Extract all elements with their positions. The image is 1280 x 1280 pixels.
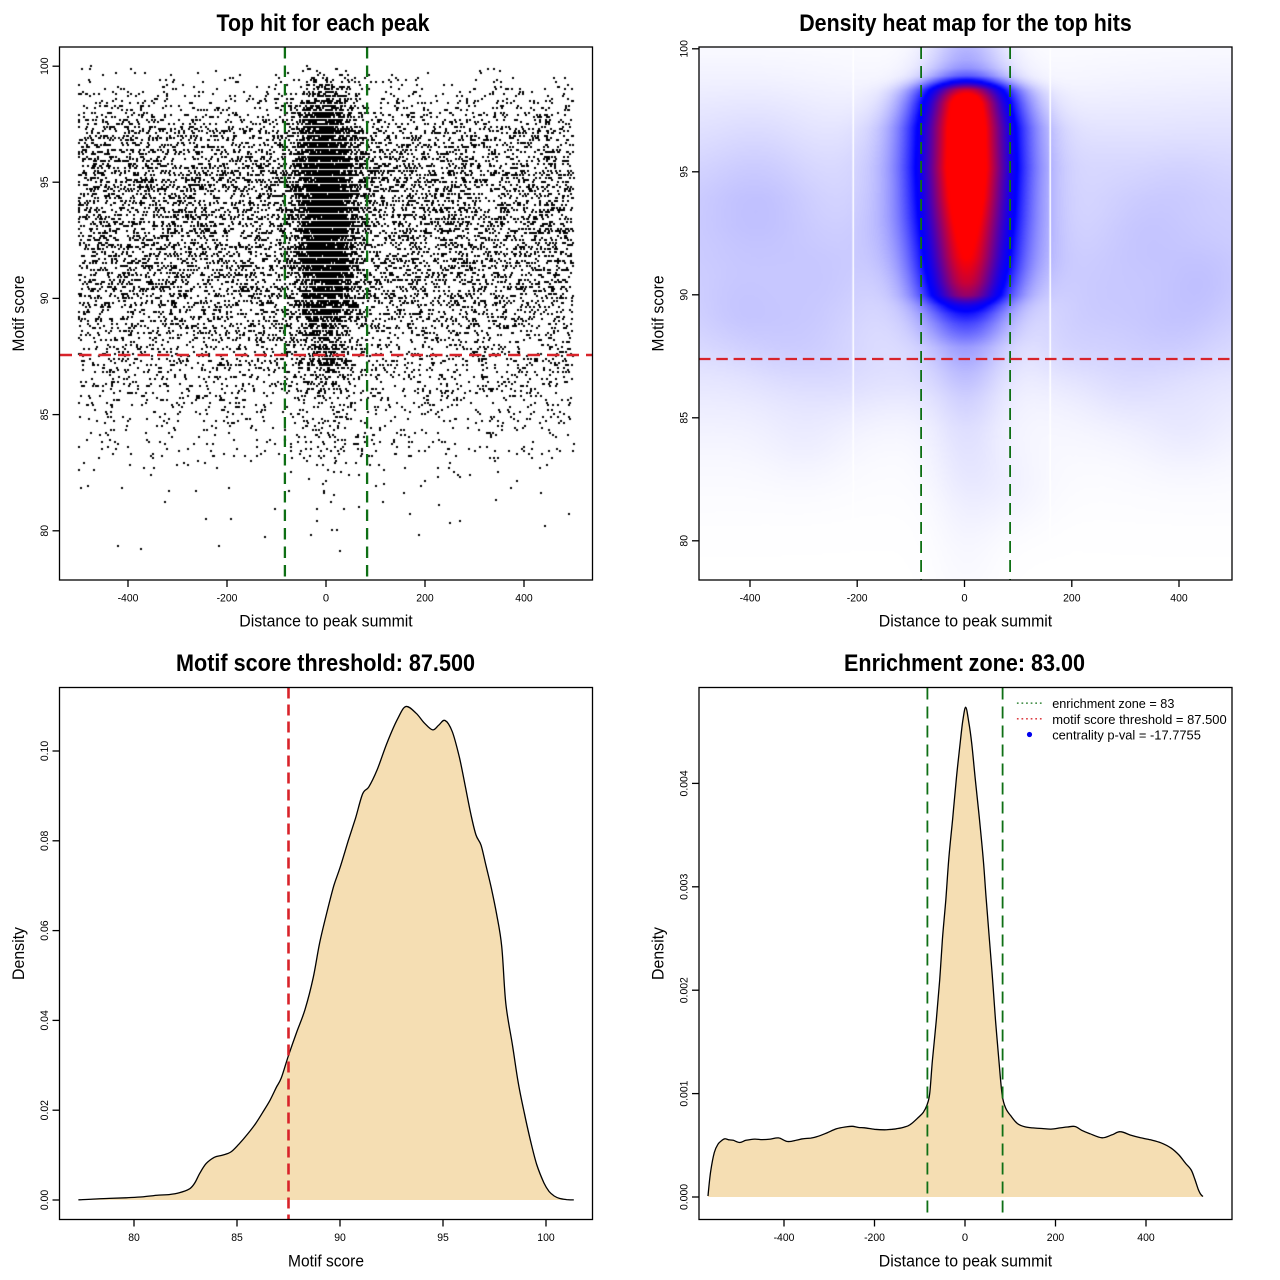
svg-text:100: 100 [679, 40, 691, 57]
svg-text:Enrichment zone: 83.00: Enrichment zone: 83.00 [844, 650, 1085, 677]
svg-text:motif score threshold = 87.500: motif score threshold = 87.500 [1052, 712, 1227, 727]
svg-text:95: 95 [679, 166, 691, 178]
svg-text:200: 200 [1047, 1232, 1064, 1244]
svg-text:Top hit for each peak: Top hit for each peak [217, 10, 430, 37]
svg-text:0.003: 0.003 [679, 874, 691, 900]
svg-text:-200: -200 [847, 593, 868, 605]
svg-text:0.10: 0.10 [39, 741, 51, 761]
svg-text:0.04: 0.04 [39, 1010, 51, 1030]
svg-text:0: 0 [962, 1232, 968, 1244]
svg-text:-400: -400 [118, 593, 139, 605]
svg-text:0: 0 [323, 593, 329, 605]
svg-text:80: 80 [39, 525, 51, 537]
svg-text:400: 400 [1137, 1232, 1154, 1244]
svg-text:0: 0 [961, 593, 967, 605]
svg-text:400: 400 [515, 593, 532, 605]
svg-text:enrichment zone = 83: enrichment zone = 83 [1052, 696, 1174, 711]
svg-text:Distance to peak summit: Distance to peak summit [879, 612, 1053, 631]
svg-text:Distance to peak summit: Distance to peak summit [239, 612, 413, 631]
svg-text:95: 95 [437, 1232, 449, 1244]
svg-text:Density: Density [649, 927, 668, 980]
svg-text:Motif score: Motif score [9, 276, 28, 352]
svg-text:-200: -200 [217, 593, 238, 605]
svg-text:Motif score: Motif score [288, 1251, 364, 1270]
svg-text:0.00: 0.00 [39, 1190, 51, 1210]
svg-text:centrality p-val = -17.7755: centrality p-val = -17.7755 [1052, 728, 1201, 743]
svg-text:-400: -400 [740, 593, 761, 605]
svg-text:80: 80 [128, 1232, 140, 1244]
svg-text:Motif score: Motif score [649, 276, 668, 352]
svg-text:0.001: 0.001 [679, 1081, 691, 1107]
svg-text:95: 95 [39, 176, 51, 188]
svg-text:0.08: 0.08 [39, 831, 51, 851]
svg-text:100: 100 [39, 57, 51, 74]
svg-text:85: 85 [39, 409, 51, 421]
svg-text:Density: Density [9, 927, 28, 980]
svg-text:-400: -400 [774, 1232, 795, 1244]
svg-text:85: 85 [231, 1232, 243, 1244]
svg-text:80: 80 [679, 535, 691, 547]
svg-text:Distance to peak summit: Distance to peak summit [879, 1251, 1053, 1270]
svg-text:0.002: 0.002 [679, 977, 691, 1003]
svg-text:0.000: 0.000 [679, 1184, 691, 1210]
svg-text:Motif score threshold: 87.500: Motif score threshold: 87.500 [176, 650, 475, 677]
svg-text:85: 85 [679, 412, 691, 424]
svg-text:400: 400 [1170, 593, 1187, 605]
svg-text:0.02: 0.02 [39, 1100, 51, 1120]
svg-text:200: 200 [416, 593, 433, 605]
svg-text:0.004: 0.004 [679, 770, 691, 796]
svg-text:100: 100 [537, 1232, 554, 1244]
svg-text:200: 200 [1063, 593, 1080, 605]
svg-text:-200: -200 [864, 1232, 885, 1244]
svg-text:Density heat map for the top h: Density heat map for the top hits [799, 10, 1132, 37]
svg-text:90: 90 [679, 289, 691, 301]
svg-text:90: 90 [39, 293, 51, 305]
svg-text:0.06: 0.06 [39, 920, 51, 940]
svg-text:90: 90 [334, 1232, 346, 1244]
